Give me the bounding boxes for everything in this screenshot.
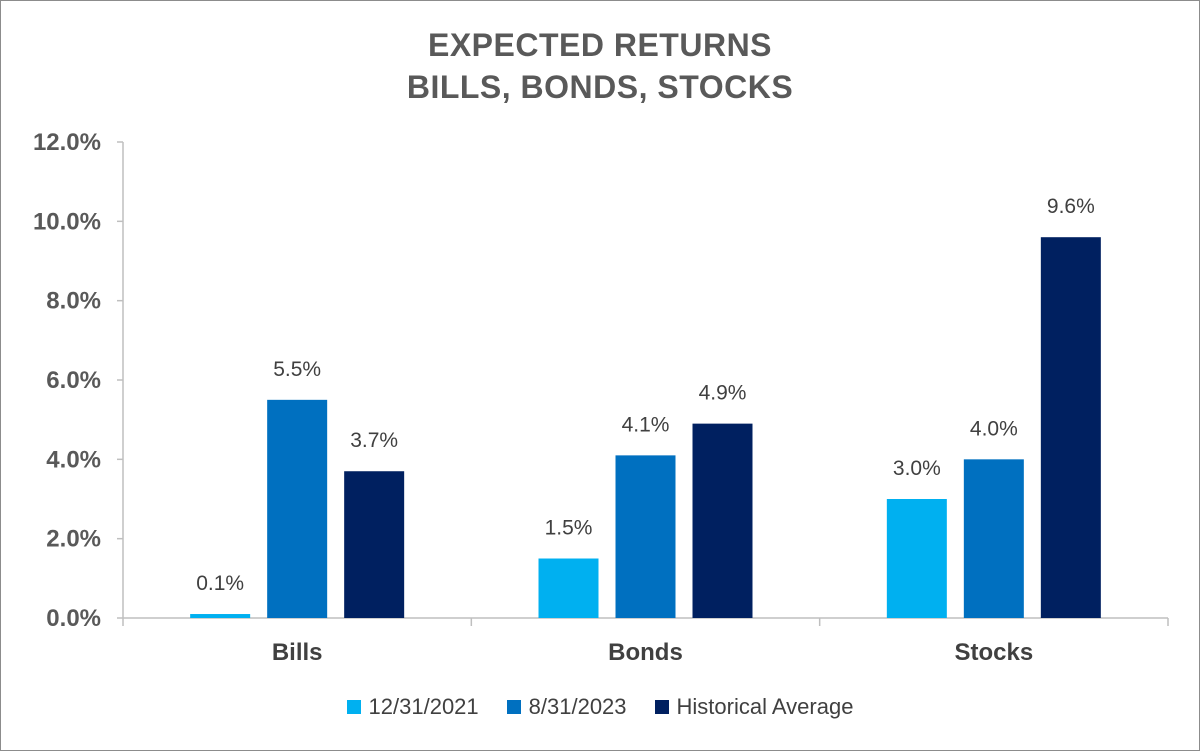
bar-bills-series-3	[344, 471, 405, 618]
bar-bonds-series-3	[692, 423, 753, 618]
y-tick-label: 4.0%	[46, 446, 101, 473]
chart-title: EXPECTED RETURNS BILLS, BONDS, STOCKS	[0, 24, 1200, 108]
legend-swatch-series-3	[654, 700, 669, 714]
bar-bills-series-2	[267, 399, 328, 618]
y-tick-label: 6.0%	[46, 367, 101, 394]
data-label-bonds-series-3: 4.9%	[699, 382, 747, 405]
legend-item-series-3: Historical Average	[654, 694, 854, 720]
legend: 12/31/2021 8/31/2023 Historical Average	[0, 694, 1200, 720]
data-label-bonds-series-1: 1.5%	[545, 517, 593, 540]
legend-item-series-2: 8/31/2023	[506, 694, 627, 720]
legend-swatch-series-2	[506, 700, 521, 714]
x-category-label-bonds: Bonds	[608, 639, 683, 666]
legend-label-series-3: Historical Average	[676, 694, 854, 719]
bar-stocks-series-2	[963, 459, 1024, 618]
bar-stocks-series-3	[1040, 237, 1101, 618]
legend-label-series-1: 12/31/2021	[368, 694, 479, 719]
data-label-stocks-series-1: 3.0%	[893, 457, 941, 480]
data-label-bills-series-3: 3.7%	[350, 429, 398, 452]
x-category-label-bills: Bills	[272, 639, 323, 666]
data-label-bonds-series-2: 4.1%	[622, 413, 670, 436]
bar-bills-series-1	[190, 614, 251, 618]
data-label-bills-series-1: 0.1%	[196, 572, 244, 595]
data-label-stocks-series-3: 9.6%	[1047, 195, 1095, 218]
chart-title-line-2: BILLS, BONDS, STOCKS	[406, 69, 794, 105]
legend-label-series-2: 8/31/2023	[528, 694, 627, 719]
y-tick-label: 10.0%	[33, 208, 101, 235]
legend-swatch-series-1	[346, 700, 361, 714]
bar-bonds-series-1	[538, 558, 599, 618]
y-tick-label: 12.0%	[33, 129, 101, 156]
data-label-stocks-series-2: 4.0%	[970, 417, 1018, 440]
data-label-bills-series-2: 5.5%	[273, 358, 321, 381]
bar-stocks-series-1	[886, 499, 947, 618]
y-tick-label: 8.0%	[46, 288, 101, 315]
y-tick-label: 2.0%	[46, 526, 101, 553]
y-tick-label: 0.0%	[46, 605, 101, 632]
bar-bonds-series-2	[615, 455, 676, 618]
x-category-label-stocks: Stocks	[954, 639, 1033, 666]
chart-title-line-1: EXPECTED RETURNS	[427, 27, 773, 63]
legend-item-series-1: 12/31/2021	[346, 694, 479, 720]
